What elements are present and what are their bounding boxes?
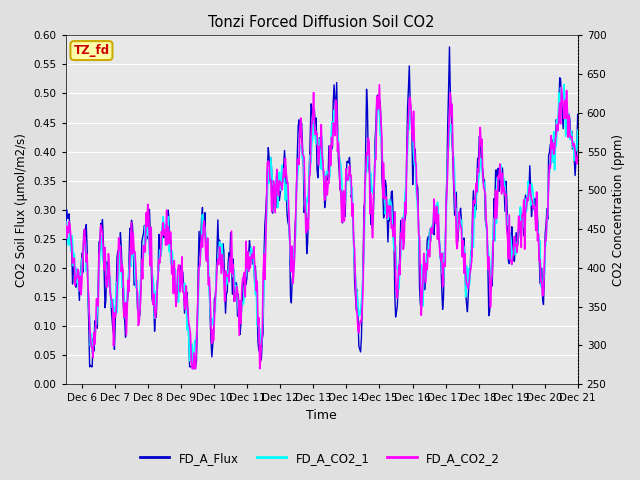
Y-axis label: CO2 Soil Flux (μmol/m2/s): CO2 Soil Flux (μmol/m2/s) — [15, 133, 28, 287]
X-axis label: Time: Time — [307, 409, 337, 422]
Text: TZ_fd: TZ_fd — [74, 44, 109, 57]
Y-axis label: CO2 Concentration (ppm): CO2 Concentration (ppm) — [612, 134, 625, 286]
Legend: FD_A_Flux, FD_A_CO2_1, FD_A_CO2_2: FD_A_Flux, FD_A_CO2_1, FD_A_CO2_2 — [135, 447, 505, 469]
Title: Tonzi Forced Diffusion Soil CO2: Tonzi Forced Diffusion Soil CO2 — [209, 15, 435, 30]
